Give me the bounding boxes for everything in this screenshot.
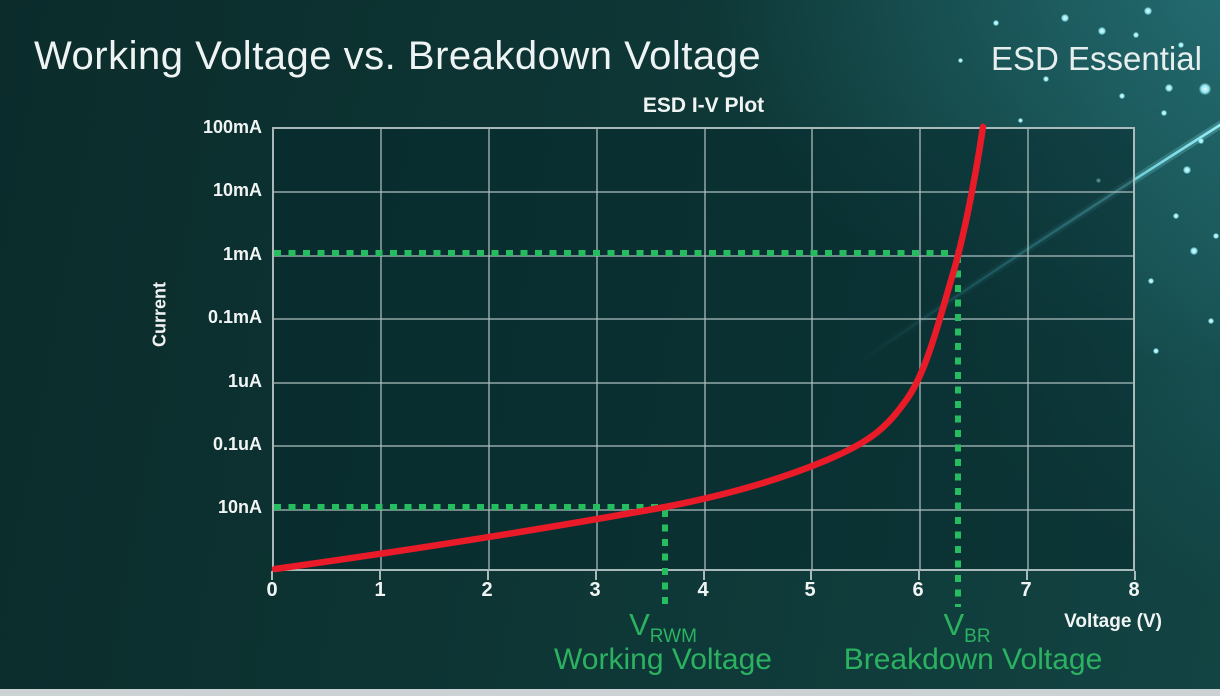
- particle-dot: [1173, 213, 1179, 219]
- plot-area: [272, 127, 1135, 571]
- gridline-h: [274, 191, 1133, 194]
- x-tick-label: 6: [912, 579, 924, 601]
- x-tick: [594, 571, 597, 580]
- particle-dot: [1161, 110, 1167, 116]
- particle-dot: [1183, 166, 1191, 174]
- gridline-h: [274, 381, 1133, 384]
- gridline-v: [811, 129, 814, 569]
- particle-dot: [993, 20, 999, 26]
- x-tick-label: 4: [697, 579, 709, 601]
- y-tick-label: 1mA: [222, 244, 262, 264]
- vrwm-subscript: RWM: [649, 626, 697, 648]
- x-tick-label: 3: [589, 579, 601, 601]
- particle-dot: [1148, 278, 1154, 284]
- particle-dot: [1165, 84, 1173, 92]
- gridline-h: [274, 445, 1133, 448]
- x-tick-label: 8: [1128, 579, 1140, 601]
- particle-dot: [958, 58, 963, 63]
- working-voltage-caption: Working Voltage: [554, 643, 772, 676]
- bottom-scrubber-bar[interactable]: [0, 689, 1220, 696]
- vbr-base: V: [943, 607, 965, 642]
- gridline-h: [274, 508, 1133, 511]
- breakdown-voltage-caption: Breakdown Voltage: [843, 643, 1103, 676]
- y-tick-label: 100mA: [202, 117, 262, 137]
- watermark-brand: ESD Essential: [991, 40, 1202, 77]
- particle-dot: [1178, 42, 1184, 48]
- page-title: Working Voltage vs. Breakdown Voltage: [34, 34, 762, 78]
- gridline-v: [919, 129, 922, 569]
- vrwm-symbol: VRWM: [593, 609, 733, 652]
- x-tick-label: 2: [481, 579, 493, 601]
- particle-dot: [1190, 247, 1198, 255]
- particle-dot: [1061, 14, 1069, 22]
- gridline-v: [703, 129, 706, 569]
- particle-dot: [1208, 318, 1214, 324]
- x-tick: [1134, 571, 1136, 580]
- x-tick: [486, 571, 489, 580]
- y-tick-label: 0.1uA: [212, 434, 262, 454]
- particle-dot: [1144, 7, 1152, 15]
- chart-title: ESD I-V Plot: [642, 94, 765, 117]
- particle-dot: [1198, 138, 1204, 144]
- vrwm-base: V: [629, 607, 650, 642]
- x-tick: [918, 571, 921, 580]
- particle-dot: [1133, 32, 1139, 38]
- x-tick: [810, 571, 813, 580]
- particle-dot: [1119, 93, 1125, 99]
- gridline-v: [595, 129, 598, 569]
- particle-dot: [1199, 83, 1211, 95]
- particle-dot: [1213, 233, 1219, 239]
- x-tick: [702, 571, 705, 580]
- vbr-subscript: BR: [964, 626, 991, 648]
- gridline-h: [274, 318, 1133, 321]
- gridline-h: [274, 254, 1133, 257]
- x-tick: [378, 571, 381, 580]
- gridline-v: [1027, 129, 1030, 569]
- particle-dot: [1153, 348, 1159, 354]
- particle-dot: [1043, 76, 1049, 82]
- x-tick-label: 5: [804, 579, 816, 601]
- gridline-v: [487, 129, 490, 569]
- y-tick-label: 10nA: [217, 497, 262, 517]
- x-tick: [271, 571, 273, 580]
- y-tick-label: 0.1mA: [207, 307, 262, 327]
- x-tick-label: 1: [374, 579, 386, 601]
- x-tick: [1026, 571, 1029, 580]
- x-tick-label: 7: [1020, 579, 1032, 601]
- particle-dot: [1098, 27, 1106, 35]
- y-tick-label: 1uA: [227, 371, 262, 391]
- vbr-symbol: VBR: [897, 609, 1037, 652]
- x-axis-title: Voltage (V): [1064, 611, 1162, 632]
- gridline-v: [379, 129, 382, 569]
- x-tick-label: 0: [266, 579, 278, 601]
- particle-dot: [1018, 118, 1023, 123]
- y-tick-label: 10mA: [212, 180, 262, 200]
- y-axis-title: Current: [149, 282, 170, 348]
